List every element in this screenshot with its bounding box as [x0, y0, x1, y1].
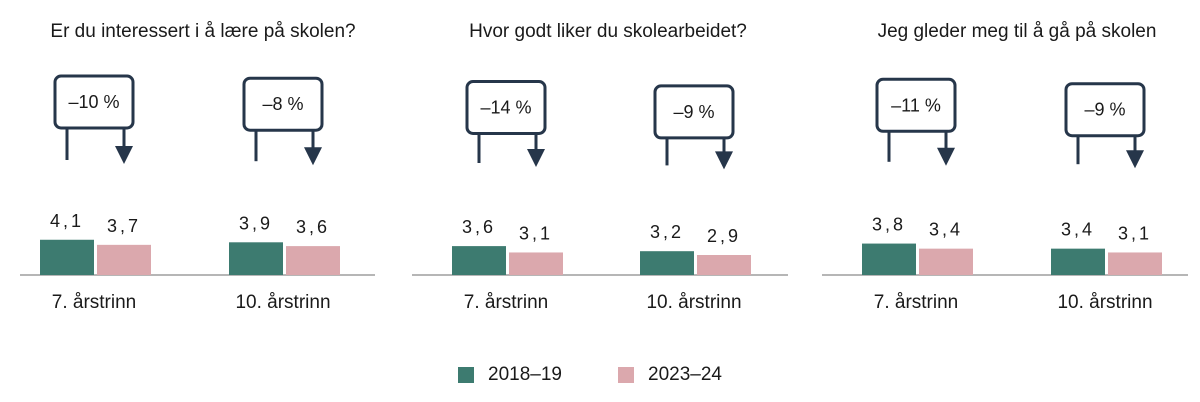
change-label-panel2-group2: –9 % [673, 102, 714, 122]
change-box-panel3-group1 [875, 77, 957, 133]
category-label-panel2-group1: 7. årstrinn [464, 292, 548, 313]
change-box-panel1-group2 [242, 76, 324, 132]
change-arrow-head-icon-panel1-group1 [115, 146, 133, 164]
panel-2-title: Hvor godt liker du skolearbeidet? [469, 21, 747, 42]
bar-2023-panel2-group2 [697, 255, 751, 275]
change-arrow-head-icon-panel1-group2 [304, 147, 322, 166]
change-box-panel2-group2 [653, 84, 735, 140]
change-box-panel2-group1 [465, 80, 547, 135]
category-label-panel1-group1: 7. årstrinn [52, 292, 136, 313]
data-label-2023-panel1-group2: 3,6 [296, 217, 330, 237]
legend-label-2023: 2023–24 [648, 364, 722, 385]
change-label-panel3-group1: –11 % [891, 95, 941, 115]
data-label-2023-panel3-group2: 3,1 [1118, 223, 1152, 243]
category-label-panel3-group1: 7. årstrinn [874, 292, 958, 313]
bar-2023-panel3-group1 [919, 248, 973, 275]
change-box-panel3-group2 [1064, 82, 1146, 138]
panel-3-title: Jeg gleder meg til å gå på skolen [878, 21, 1157, 42]
panel-1-title: Er du interessert i å lære på skolen? [50, 21, 355, 42]
change-arrow-head-icon-panel3-group2 [1126, 150, 1144, 169]
data-label-2018-panel1-group1: 4,1 [50, 211, 84, 231]
bar-2018-panel3-group1 [862, 243, 916, 275]
data-label-2018-panel3-group2: 3,4 [1061, 220, 1095, 240]
bar-2023-panel1-group1 [97, 244, 151, 275]
data-label-2023-panel2-group1: 3,1 [519, 223, 553, 243]
bar-2023-panel3-group2 [1108, 252, 1162, 275]
data-label-2018-panel2-group1: 3,6 [462, 217, 496, 237]
change-label-panel1-group2: –8 % [262, 94, 303, 114]
data-label-2023-panel2-group2: 2,9 [707, 226, 741, 246]
bar-2023-panel2-group1 [509, 252, 563, 275]
bar-2018-panel3-group2 [1051, 248, 1105, 275]
change-arrow-head-icon-panel2-group1 [527, 149, 545, 167]
change-label-panel2-group1: –14 % [480, 98, 531, 118]
category-label-panel1-group2: 10. årstrinn [235, 292, 330, 313]
change-label-panel3-group2: –9 % [1084, 100, 1125, 120]
category-label-panel3-group2: 10. årstrinn [1057, 292, 1152, 313]
legend-item-2023: 2023–24 [618, 360, 722, 390]
category-label-panel2-group2: 10. årstrinn [646, 292, 741, 313]
data-label-2018-panel2-group2: 3,2 [650, 222, 684, 242]
data-label-2018-panel1-group2: 3,9 [239, 213, 273, 233]
data-label-2023-panel1-group1: 3,7 [107, 216, 141, 236]
change-label-panel1-group1: –10 % [68, 92, 119, 112]
legend-swatch-2023 [618, 367, 634, 383]
change-arrow-head-icon-panel3-group1 [937, 147, 955, 166]
change-arrow-head-icon-panel2-group2 [715, 151, 733, 170]
bar-2018-panel2-group1 [452, 246, 506, 275]
legend-item-2018: 2018–19 [458, 360, 562, 390]
bar-2018-panel1-group1 [40, 239, 94, 275]
bar-2018-panel1-group2 [229, 242, 283, 275]
bar-2018-panel2-group2 [640, 251, 694, 275]
data-label-2018-panel3-group1: 3,8 [872, 215, 906, 235]
change-box-panel1-group1 [53, 74, 135, 130]
legend-swatch-2018 [458, 367, 474, 383]
bar-2023-panel1-group2 [286, 246, 340, 275]
legend: 2018–19 2023–24 [0, 360, 1200, 390]
data-label-2023-panel3-group1: 3,4 [929, 220, 963, 240]
legend-label-2018: 2018–19 [488, 364, 562, 385]
